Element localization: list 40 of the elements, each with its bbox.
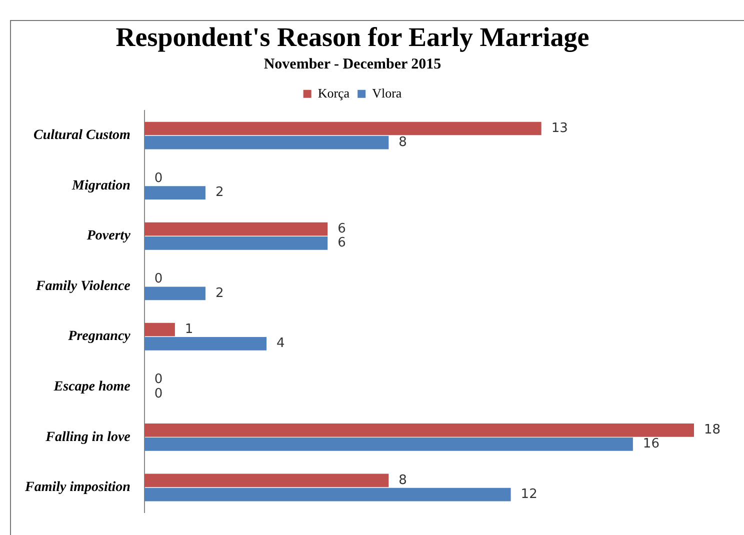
- bar: [144, 122, 542, 136]
- bar: [144, 322, 175, 336]
- data-label: 4: [276, 336, 285, 352]
- data-label: 6: [338, 221, 346, 236]
- data-label: 0: [154, 372, 163, 388]
- data-label: 8: [398, 472, 407, 488]
- bar: [144, 438, 633, 451]
- bar: [144, 236, 328, 250]
- data-label: 16: [642, 436, 660, 452]
- data-label: 8: [398, 134, 407, 150]
- data-label: 0: [154, 386, 163, 402]
- y-tick-label: Family Violence: [34, 278, 130, 294]
- data-label: 6: [338, 236, 346, 250]
- bar: [144, 336, 267, 350]
- bar: [144, 136, 389, 150]
- legend-label: Korça: [318, 85, 350, 100]
- y-tick-label: Falling in love: [44, 430, 130, 445]
- data-label: 13: [551, 120, 568, 136]
- bar: [144, 286, 206, 300]
- y-tick-label: Family imposition: [24, 480, 131, 496]
- data-label: 2: [215, 286, 224, 301]
- y-tick-label: Poverty: [86, 228, 132, 244]
- data-label: 12: [520, 486, 538, 502]
- data-label: 1: [184, 322, 194, 337]
- y-tick-label: Cultural Custom: [34, 128, 130, 144]
- bar: [144, 186, 206, 200]
- y-tick-label: Escape home: [52, 380, 130, 395]
- data-label: 0: [154, 171, 163, 186]
- data-label: 0: [154, 272, 163, 287]
- data-label: 2: [215, 185, 224, 200]
- legend-label: Vlora: [372, 85, 402, 100]
- chart-subtitle: November - December 2015: [264, 56, 442, 72]
- y-tick-label: Pregnancy: [68, 329, 132, 344]
- bar: [144, 488, 511, 502]
- data-label: 18: [704, 422, 721, 438]
- bar: [144, 474, 389, 488]
- bar: [144, 222, 328, 236]
- bar: [144, 423, 694, 437]
- y-tick-label: Migration: [71, 178, 131, 194]
- chart-title: Respondent's Reason for Early Marriage: [116, 22, 590, 52]
